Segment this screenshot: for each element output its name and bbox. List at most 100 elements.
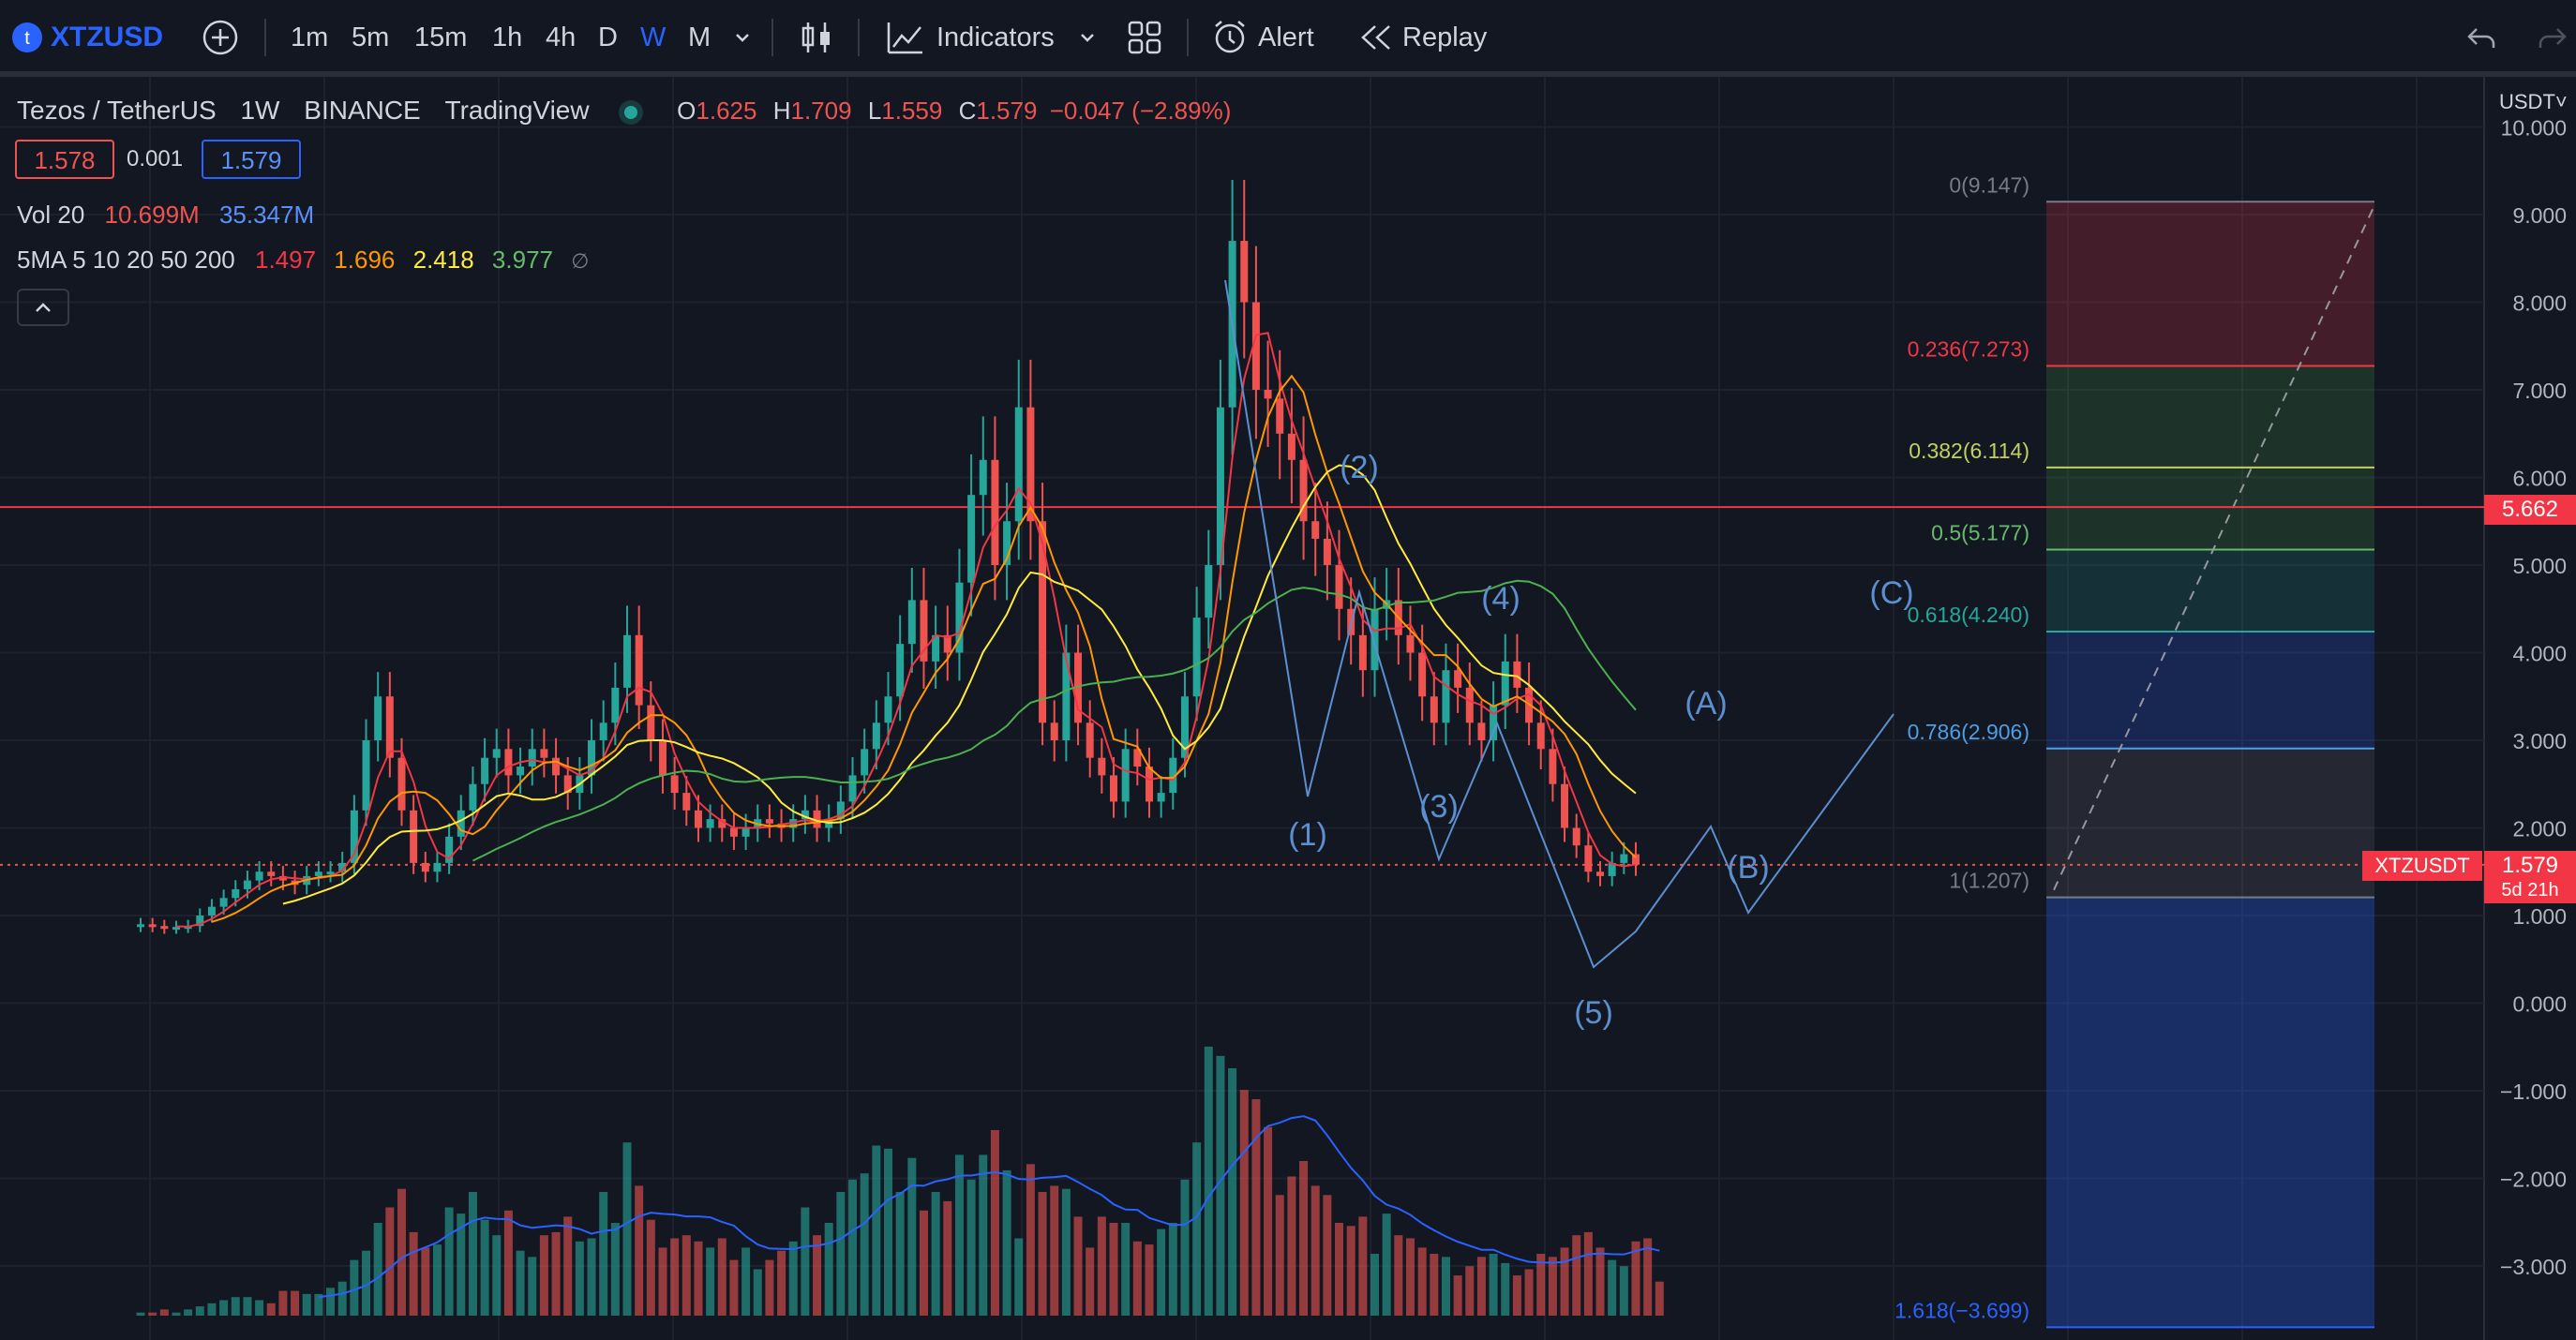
wave-label: (5) xyxy=(1574,995,1613,1031)
candle-body xyxy=(1145,767,1153,802)
candle-body xyxy=(623,634,632,688)
volume-bar xyxy=(159,1309,169,1316)
interval-15m[interactable]: 15m xyxy=(414,0,467,75)
candle-body xyxy=(362,740,370,811)
volume-bar xyxy=(1097,1216,1106,1316)
candle-body xyxy=(588,740,596,776)
volume-bar xyxy=(599,1192,608,1316)
fib-zone xyxy=(2046,632,2374,749)
candle-body xyxy=(552,757,561,776)
redo-button[interactable] xyxy=(2537,0,2569,75)
compare-symbol-button[interactable] xyxy=(202,0,239,75)
candle-body xyxy=(196,916,204,927)
symbol-tag: XTZUSDT xyxy=(2362,851,2482,881)
volume-bar xyxy=(1251,1099,1261,1316)
interval-1h[interactable]: 1h xyxy=(492,0,522,75)
candle-body xyxy=(540,749,548,758)
buy-price-button[interactable]: 1.579 xyxy=(202,140,301,179)
legend-exchange: BINANCE xyxy=(304,96,421,125)
volume-bar xyxy=(575,1241,584,1316)
volume-bar xyxy=(1323,1195,1332,1316)
price-tick-label: 10.000 xyxy=(2501,116,2567,141)
volume-bar xyxy=(1619,1266,1628,1316)
volume-bar xyxy=(432,1244,442,1316)
volume-bar xyxy=(954,1154,964,1316)
volume-bar xyxy=(337,1281,347,1316)
chevron-down-icon xyxy=(1081,34,1094,42)
candle-body xyxy=(1240,241,1249,303)
interval-4h[interactable]: 4h xyxy=(546,0,576,75)
interval-w[interactable]: W xyxy=(640,0,666,75)
volume-bar xyxy=(326,1288,336,1316)
wave-label: (3) xyxy=(1419,789,1459,825)
candle-body xyxy=(801,810,809,820)
replay-button[interactable]: Replay xyxy=(1359,0,1487,75)
candle-body xyxy=(718,819,726,828)
symbol-search-button[interactable]: t XTZUSD xyxy=(11,0,163,75)
interval-label: 1m xyxy=(291,22,329,52)
candle-body xyxy=(1454,670,1462,688)
symbol-name: XTZUSD xyxy=(51,22,163,52)
indicators-dropdown[interactable] xyxy=(1076,0,1099,75)
ma-visibility-icon[interactable]: ∅ xyxy=(571,249,590,273)
volume-bar xyxy=(421,1247,430,1316)
indicators-button[interactable]: Indicators xyxy=(886,0,1055,75)
volume-bar xyxy=(255,1300,264,1316)
interval-m[interactable]: M xyxy=(688,0,711,75)
volume-bar xyxy=(919,1210,928,1316)
fib-level-label: 0.5(5.177) xyxy=(1931,520,2029,544)
currency-selector[interactable]: USDT˅ xyxy=(2499,90,2568,114)
candle-body xyxy=(729,827,738,837)
alert-button[interactable]: Alert xyxy=(1211,0,1314,75)
chart-type-button[interactable] xyxy=(800,0,833,75)
volume-bar xyxy=(136,1312,145,1316)
candle-body xyxy=(255,871,263,881)
layout-button[interactable] xyxy=(1127,0,1162,75)
volume-bar xyxy=(1430,1254,1439,1316)
candle-body xyxy=(563,775,572,794)
candle-body xyxy=(172,927,180,931)
fib-level-label: 1.618(−3.699) xyxy=(1895,1298,2029,1322)
volume-bar xyxy=(1608,1259,1617,1316)
chevron-down-icon: ˅ xyxy=(2554,90,2568,113)
chart-pane[interactable]: 10.000 9.000 8.000 7.000 6.000 5.000 4.000 3.00… xyxy=(0,77,2576,1340)
volume-bar xyxy=(480,1219,489,1316)
open-label: O xyxy=(677,97,696,125)
interval-d[interactable]: D xyxy=(598,0,618,75)
volume-bar xyxy=(1299,1161,1309,1316)
symbol-legend: Tezos / TetherUS 1W BINANCE TradingView … xyxy=(17,96,1231,126)
low-label: L xyxy=(867,97,882,125)
volume-bar xyxy=(1157,1228,1166,1316)
candle-body xyxy=(1062,652,1071,740)
volume-bar xyxy=(635,1185,644,1316)
candle-body xyxy=(160,926,169,930)
candle-body xyxy=(492,749,501,758)
candle-body xyxy=(1406,634,1415,653)
collapse-legend-button[interactable] xyxy=(17,289,69,326)
candle-body xyxy=(943,634,951,653)
volume-bar xyxy=(1264,1126,1273,1316)
volume-bar xyxy=(516,1250,525,1316)
interval-5m[interactable]: 5m xyxy=(352,0,389,75)
volume-bar xyxy=(409,1231,418,1316)
volume-bar xyxy=(753,1269,762,1316)
volume-bar xyxy=(1476,1257,1486,1316)
price-chart[interactable]: 10.000 9.000 8.000 7.000 6.000 5.000 4.000 3.00… xyxy=(0,77,2576,1340)
undo-button[interactable] xyxy=(2465,0,2497,75)
candle-body xyxy=(1205,565,1213,618)
candle-body xyxy=(504,749,513,776)
candle-body xyxy=(1299,459,1308,522)
volume-bar xyxy=(503,1210,513,1316)
interval-dropdown[interactable] xyxy=(731,0,754,75)
volume-bar xyxy=(741,1247,751,1316)
sell-price-button[interactable]: 1.578 xyxy=(15,140,114,179)
volume-bar xyxy=(1453,1275,1462,1316)
volume-bar xyxy=(1002,1169,1011,1316)
volume-bar xyxy=(1086,1247,1095,1316)
volume-bar xyxy=(1643,1238,1653,1316)
market-status-icon[interactable] xyxy=(624,105,638,119)
volume-bar xyxy=(610,1223,620,1316)
volume-bar xyxy=(1417,1247,1427,1316)
ma-value: 2.418 xyxy=(412,246,474,274)
interval-1m[interactable]: 1m xyxy=(291,0,328,75)
